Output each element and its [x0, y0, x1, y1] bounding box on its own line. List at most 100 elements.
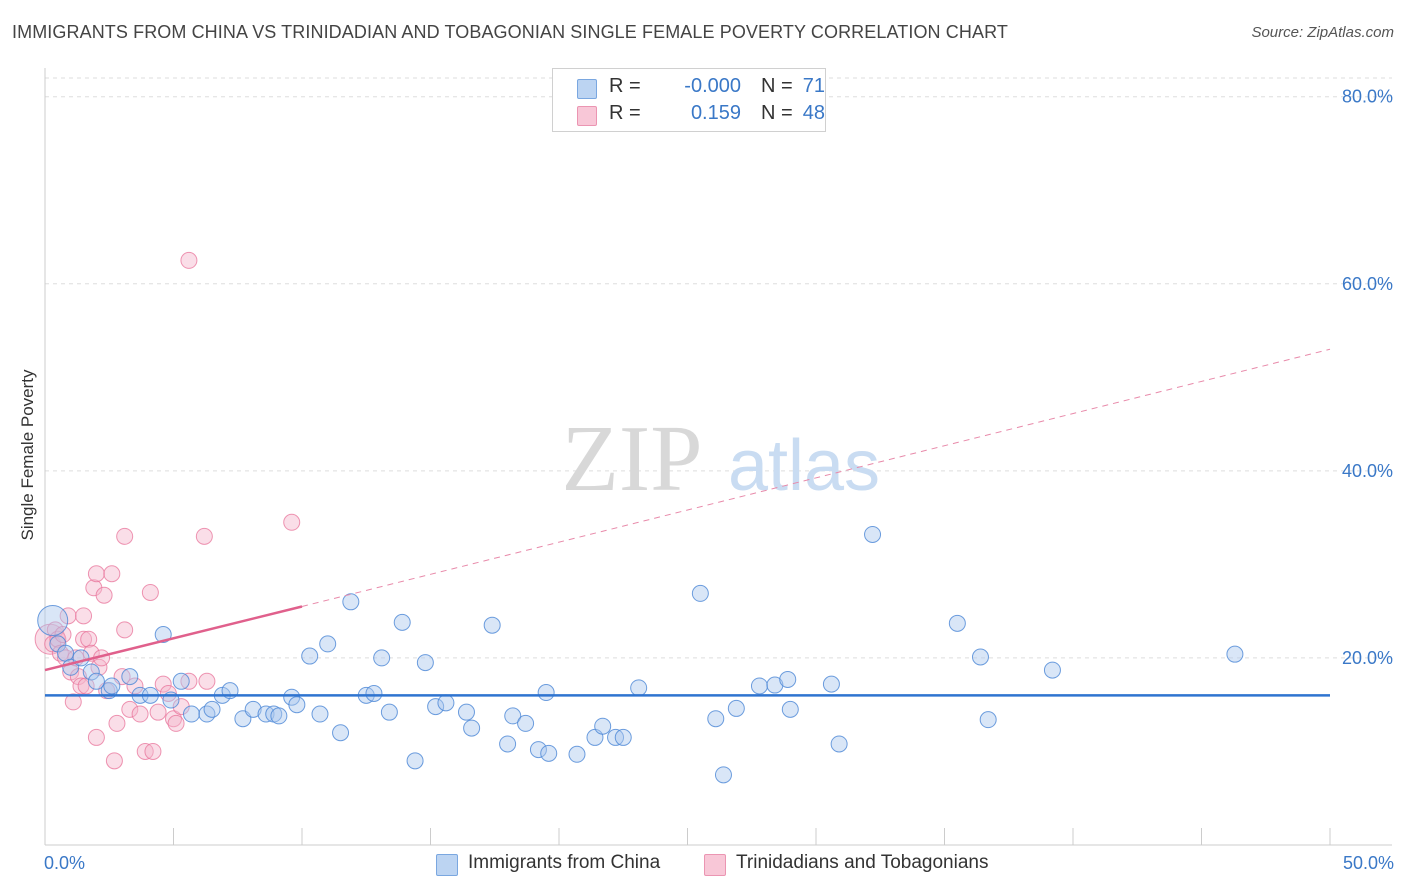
- data-point-china: [971, 648, 989, 666]
- axes: [44, 68, 1392, 846]
- data-point-trinidadians: [126, 677, 144, 695]
- data-point-china: [1043, 661, 1061, 679]
- x-tick-label-min: 0.0%: [44, 853, 85, 873]
- data-point-china: [406, 752, 424, 770]
- data-point-trinidadians: [72, 677, 90, 695]
- data-point-trinidadians: [283, 513, 301, 531]
- data-point-trinidadians: [165, 710, 182, 728]
- data-point-china: [270, 707, 288, 725]
- data-point-china: [822, 675, 840, 693]
- data-point-china: [630, 679, 648, 697]
- data-point-china: [154, 626, 172, 644]
- data-point-trinidadians: [59, 607, 77, 625]
- data-point-china: [979, 711, 997, 729]
- data-point-trinidadians: [105, 752, 123, 770]
- watermark: ZIP atlas: [562, 407, 881, 511]
- y-tick-labels: 20.0% 40.0% 60.0% 80.0%: [1342, 87, 1393, 668]
- data-point-china: [380, 703, 398, 721]
- data-point-china: [342, 593, 360, 611]
- x-tick-label-max: 50.0%: [1343, 853, 1394, 873]
- data-point-china: [87, 672, 105, 690]
- source-label: Source: ZipAtlas.com: [1251, 24, 1394, 41]
- data-point-china: [172, 672, 190, 690]
- data-point-china: [311, 705, 329, 723]
- data-point-trinidadians: [144, 742, 162, 760]
- data-point-trinidadians: [75, 607, 93, 625]
- data-point-china: [540, 744, 558, 762]
- legend-swatch-pink: [577, 106, 597, 126]
- y-tick-label: 80.0%: [1342, 87, 1393, 107]
- watermark-atlas: atlas: [728, 426, 880, 506]
- legend-swatch-pink: [704, 854, 726, 876]
- data-point-china: [781, 700, 799, 718]
- data-point-china: [416, 654, 434, 672]
- data-point-trinidadians: [121, 700, 139, 718]
- legend-swatch-blue: [577, 79, 597, 99]
- data-point-china: [766, 676, 784, 694]
- data-point-china: [707, 710, 725, 728]
- y-tick-label: 20.0%: [1342, 648, 1393, 668]
- data-point-trinidadians: [75, 630, 93, 648]
- data-point-china: [203, 700, 221, 718]
- data-point-trinidadians: [167, 714, 185, 732]
- legend-label-china: Immigrants from China: [468, 852, 661, 873]
- data-point-china: [537, 684, 555, 702]
- data-point-china: [948, 614, 966, 632]
- data-point-china: [319, 635, 337, 653]
- legend-n-value: 71: [802, 75, 825, 97]
- data-point-china: [750, 677, 768, 695]
- data-point-trinidadians: [198, 672, 216, 690]
- data-point-china: [37, 605, 69, 637]
- data-point-china: [437, 694, 455, 712]
- data-point-china: [483, 616, 501, 634]
- data-point-china: [427, 698, 445, 716]
- data-point-china: [82, 663, 100, 681]
- data-point-china: [332, 724, 350, 742]
- data-point-china: [121, 668, 139, 686]
- data-point-trinidadians: [116, 621, 134, 639]
- data-point-china: [463, 719, 481, 737]
- legend-n-label: N =: [761, 75, 793, 97]
- trend-line-trinidadians: [44, 605, 303, 672]
- legend-r-label: R =: [609, 102, 641, 124]
- chart-title: IMMIGRANTS FROM CHINA VS TRINIDADIAN AND…: [12, 22, 1008, 42]
- data-point-china: [504, 707, 522, 725]
- data-point-china: [714, 766, 732, 784]
- y-tick-label: 60.0%: [1342, 274, 1393, 294]
- data-point-trinidadians: [195, 527, 213, 545]
- data-point-trinidadians: [154, 675, 172, 693]
- data-point-trinidadians: [80, 630, 98, 648]
- trend-line-trinidadians-projection: [301, 348, 1331, 607]
- data-point-china: [244, 700, 262, 718]
- data-point-trinidadians: [103, 565, 121, 583]
- legend-r-value: -0.000: [684, 75, 741, 97]
- data-point-trinidadians: [141, 583, 159, 601]
- data-point-trinidadians: [159, 684, 177, 702]
- data-point-china: [517, 714, 535, 732]
- data-point-china: [198, 705, 216, 723]
- data-point-trinidadians: [180, 251, 198, 269]
- data-point-trinidadians: [108, 714, 126, 732]
- data-point-china: [373, 649, 391, 667]
- data-point-trinidadians: [131, 705, 149, 723]
- data-point-trinidadians: [87, 565, 105, 583]
- data-point-china: [779, 670, 797, 688]
- grid-lines: [45, 77, 1392, 659]
- data-point-china: [393, 613, 411, 631]
- data-point-china: [1226, 645, 1244, 663]
- legend-r-value: 0.159: [690, 102, 741, 124]
- data-point-china: [727, 699, 745, 717]
- x-tick-labels: 0.0% 50.0%: [44, 853, 1394, 873]
- data-point-china: [103, 677, 121, 695]
- data-point-trinidadians: [95, 586, 113, 604]
- data-point-china: [594, 717, 612, 735]
- data-point-china: [182, 705, 200, 723]
- data-point-china: [529, 741, 547, 759]
- watermark-zip: ZIP: [562, 407, 703, 511]
- legend-n-label: N =: [761, 102, 793, 124]
- data-point-trinidadians: [116, 527, 134, 545]
- data-point-china: [499, 735, 517, 753]
- data-point-trinidadians: [64, 693, 82, 711]
- legend-r-label: R =: [609, 75, 641, 97]
